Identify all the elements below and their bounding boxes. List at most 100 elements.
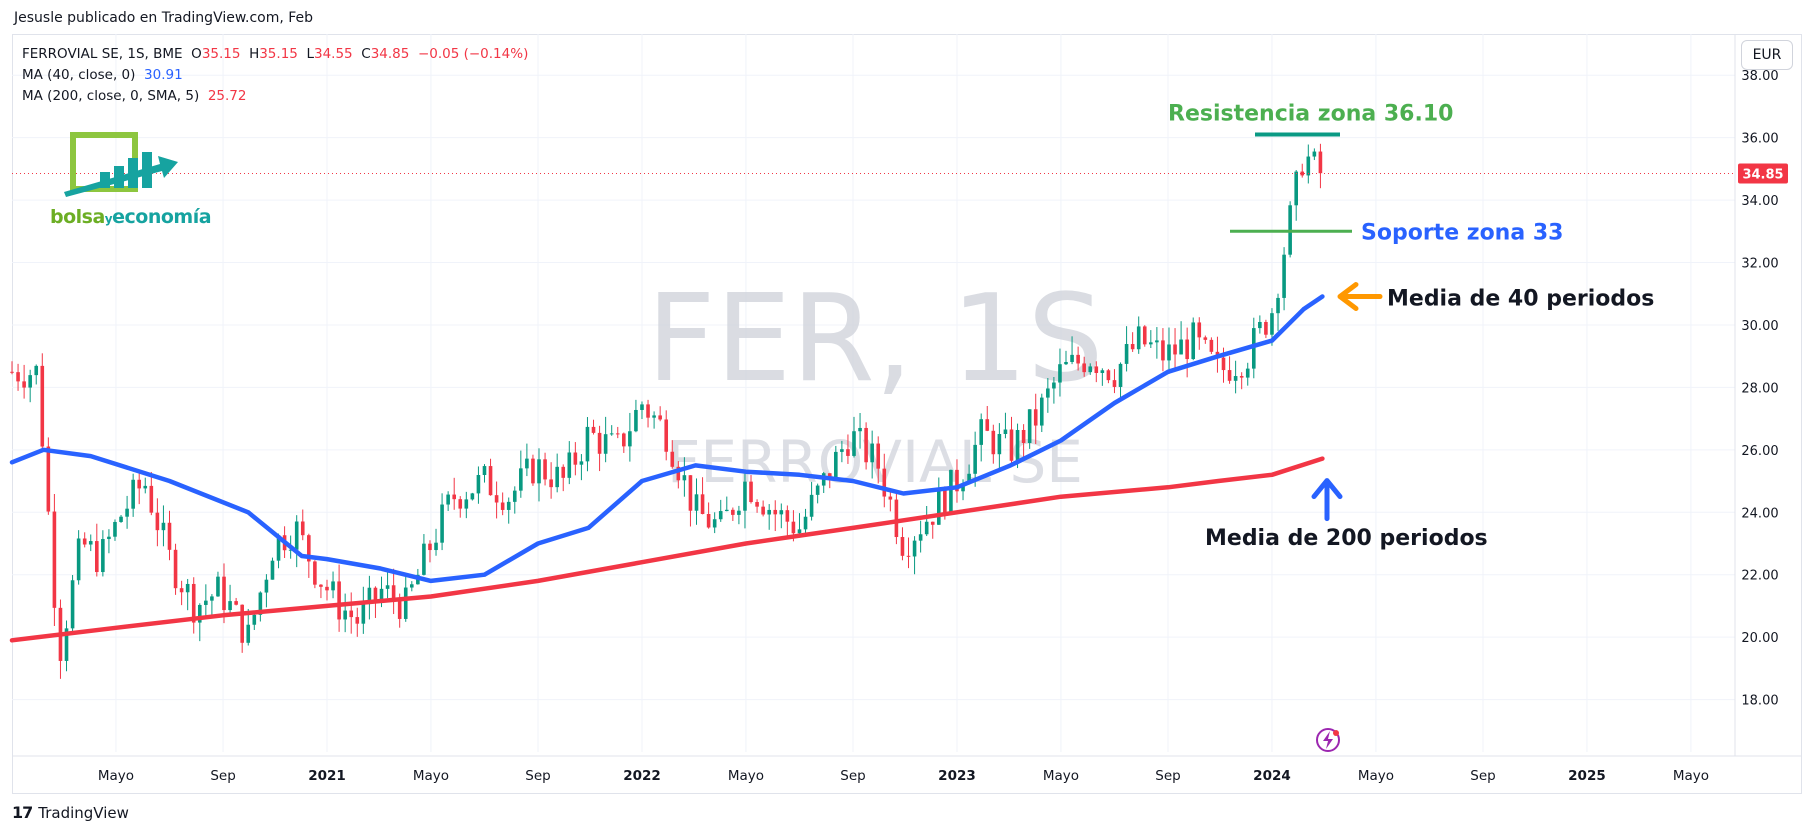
candle-body	[1167, 344, 1171, 361]
candle-body	[40, 365, 45, 447]
candle-body	[1046, 388, 1050, 398]
candle-body	[1106, 370, 1111, 381]
lightning-icon-ring	[1316, 728, 1340, 752]
candle-body	[555, 466, 559, 488]
candle-body	[603, 434, 608, 454]
candle-body	[204, 600, 208, 605]
candle-body	[609, 433, 614, 435]
candle-body	[1318, 151, 1323, 174]
candle-body	[440, 504, 444, 543]
candle-body	[876, 443, 881, 469]
candle-body	[743, 481, 747, 511]
candle-body	[113, 521, 117, 537]
candle-body	[397, 600, 402, 619]
candle-body	[1264, 321, 1268, 335]
candle-body	[28, 375, 32, 388]
y-tick-label: 38.00	[1741, 69, 1778, 84]
candle-body	[1161, 340, 1165, 361]
candle-body	[930, 521, 935, 525]
low-label: L	[306, 46, 314, 62]
y-tick-label: 36.00	[1741, 132, 1778, 147]
candle-body	[191, 583, 196, 623]
ma40-note: Media de 40 periodos	[1387, 287, 1654, 312]
footer: 17 TradingView	[12, 803, 129, 822]
candle-body	[64, 628, 69, 661]
lightning-icon[interactable]	[1316, 728, 1340, 752]
candle-body	[906, 555, 911, 557]
ma200-note: Media de 200 periodos	[1205, 526, 1488, 551]
candle-body	[900, 537, 905, 556]
x-tick-label: 2025	[1568, 768, 1606, 784]
candle-body	[222, 576, 226, 611]
ma200-legend-label: MA (200, close, 0, SMA, 5)	[22, 88, 200, 104]
candle-body	[815, 485, 820, 495]
change-value: −0.05 (−0.14%)	[417, 46, 529, 62]
candle-body	[852, 431, 856, 456]
lightning-icon-dot	[1333, 730, 1339, 736]
candle-body	[452, 494, 456, 500]
candle-body	[640, 404, 644, 410]
candle-body	[1033, 409, 1038, 426]
ma40-legend-label: MA (40, close, 0)	[22, 67, 136, 83]
candle-body	[882, 468, 887, 497]
candle-body	[1136, 326, 1141, 350]
candle-body	[943, 489, 947, 515]
ma40-legend-row[interactable]: MA (40, close, 0) 30.91	[22, 65, 528, 86]
footer-brand[interactable]: TradingView	[38, 803, 129, 822]
candle-body	[355, 617, 360, 624]
ma200-line	[9, 456, 1325, 643]
candle-body	[1088, 366, 1093, 373]
candle-body	[137, 479, 142, 489]
candle-body	[579, 461, 584, 465]
candle-body	[840, 449, 844, 452]
tradingview-logo-icon[interactable]: 17	[12, 803, 33, 822]
ma200-legend-value: 25.72	[207, 88, 247, 104]
candle-body	[1258, 321, 1262, 329]
candle-body	[864, 427, 868, 463]
y-tick-label: 18.00	[1741, 694, 1778, 709]
candle-body	[767, 509, 771, 515]
candle-body	[1203, 337, 1208, 340]
candle-body	[573, 452, 578, 465]
candle-body	[1149, 342, 1153, 345]
candle-body	[779, 510, 784, 515]
x-tick-label: 2023	[938, 768, 976, 784]
x-tick-label: Mayo	[1358, 768, 1394, 784]
candle-body	[597, 432, 602, 454]
candle-body	[1276, 297, 1280, 314]
candle-body	[749, 481, 753, 503]
candle-body	[1306, 156, 1311, 176]
x-tick-label: 2021	[308, 768, 346, 784]
ma200-legend-row[interactable]: MA (200, close, 0, SMA, 5) 25.72	[22, 86, 528, 107]
candle-body	[76, 538, 81, 581]
candle-body	[1052, 382, 1056, 389]
candle-body	[724, 509, 729, 512]
candle-body	[1245, 368, 1250, 378]
ticker-label[interactable]: FERROVIAL SE, 1S, BME	[22, 46, 183, 62]
candle-body	[1155, 340, 1159, 343]
candle-body	[712, 519, 717, 528]
candle-body	[52, 511, 57, 608]
candle-body	[1124, 344, 1129, 364]
candle-body	[803, 516, 808, 530]
y-tick-label: 28.00	[1741, 381, 1778, 396]
candle-body	[246, 624, 251, 643]
candle-body	[391, 585, 396, 601]
candle-body	[1039, 397, 1044, 426]
currency-button[interactable]: EUR	[1741, 40, 1793, 70]
candle-body	[143, 485, 148, 489]
candle-body	[216, 576, 220, 597]
x-tick-label: Mayo	[413, 768, 449, 784]
candle-body	[1270, 313, 1274, 335]
candle-body	[1173, 344, 1177, 355]
candle-body	[1197, 322, 1202, 338]
candle-body	[537, 459, 541, 484]
candle-body	[307, 535, 311, 562]
publisher-line: Jesusle publicado en TradingView.com, Fe…	[14, 10, 314, 26]
candle-body	[1179, 339, 1183, 355]
candle-body	[694, 494, 699, 511]
x-tick-label: Sep	[840, 768, 865, 784]
candle-body	[149, 485, 154, 513]
candle-body	[567, 452, 572, 478]
